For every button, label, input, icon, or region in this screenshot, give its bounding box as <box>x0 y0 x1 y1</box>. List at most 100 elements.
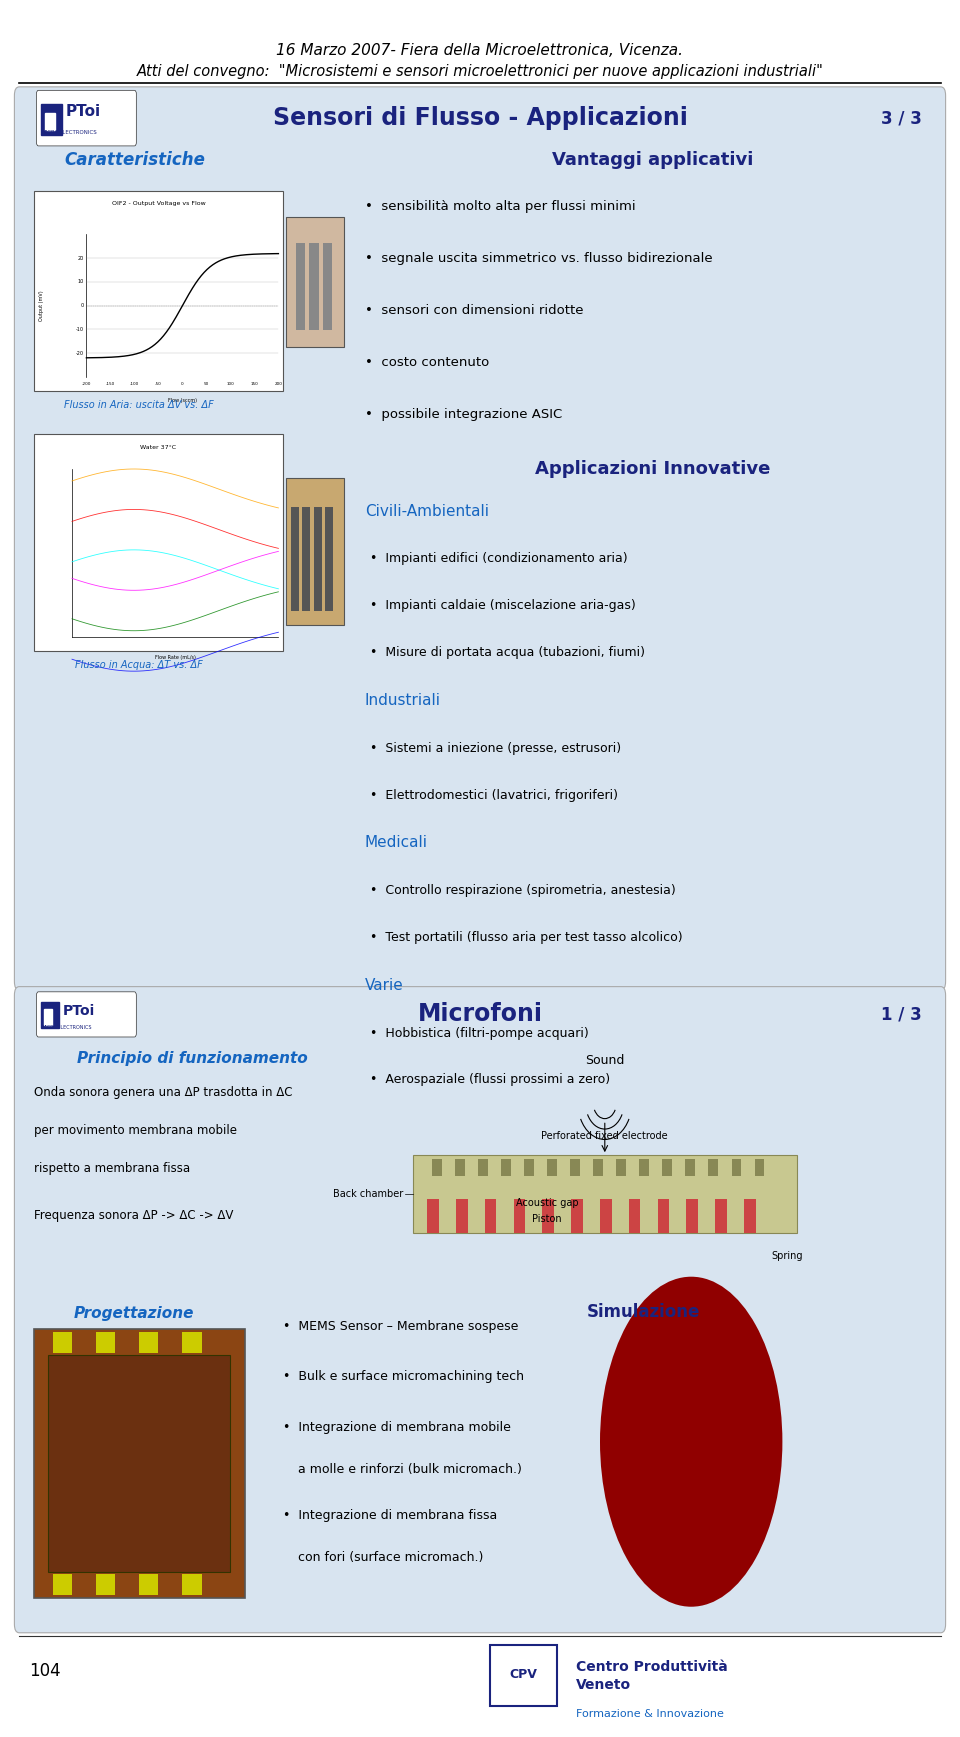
Text: rispetto a membrana fissa: rispetto a membrana fissa <box>34 1162 190 1174</box>
Text: 3 / 3: 3 / 3 <box>880 109 922 127</box>
FancyBboxPatch shape <box>14 987 946 1633</box>
Circle shape <box>605 1285 778 1598</box>
FancyBboxPatch shape <box>542 1199 554 1233</box>
Text: •  sensibilità molto alta per flussi minimi: • sensibilità molto alta per flussi mini… <box>365 200 636 212</box>
Text: •  sensori con dimensioni ridotte: • sensori con dimensioni ridotte <box>365 304 584 316</box>
Text: -10: -10 <box>76 327 84 332</box>
Text: Output (mV): Output (mV) <box>38 290 44 321</box>
Text: Water 37°C: Water 37°C <box>140 445 177 450</box>
FancyBboxPatch shape <box>686 1199 698 1233</box>
Circle shape <box>682 1424 701 1459</box>
FancyBboxPatch shape <box>662 1159 672 1176</box>
Circle shape <box>614 1303 768 1581</box>
Text: Progettazione: Progettazione <box>74 1306 195 1322</box>
FancyBboxPatch shape <box>182 1574 202 1595</box>
FancyBboxPatch shape <box>658 1199 669 1233</box>
FancyBboxPatch shape <box>139 1574 158 1595</box>
Circle shape <box>677 1416 706 1468</box>
Text: -150: -150 <box>106 382 115 386</box>
FancyBboxPatch shape <box>744 1199 756 1233</box>
FancyBboxPatch shape <box>593 1159 603 1176</box>
Text: Acoustic gap: Acoustic gap <box>516 1199 579 1207</box>
FancyBboxPatch shape <box>708 1159 718 1176</box>
FancyBboxPatch shape <box>490 1645 557 1706</box>
Text: Sound: Sound <box>585 1054 625 1067</box>
FancyBboxPatch shape <box>14 87 946 990</box>
FancyBboxPatch shape <box>427 1199 439 1233</box>
Text: •  Impianti edifici (condizionamento aria): • Impianti edifici (condizionamento aria… <box>370 552 627 565</box>
FancyBboxPatch shape <box>629 1199 640 1233</box>
Text: •  Integrazione di membrana mobile: • Integrazione di membrana mobile <box>283 1421 511 1433</box>
FancyBboxPatch shape <box>715 1199 727 1233</box>
Text: •  Test portatili (flusso aria per test tasso alcolico): • Test portatili (flusso aria per test t… <box>370 931 683 943</box>
FancyBboxPatch shape <box>309 243 319 330</box>
Text: -200: -200 <box>82 382 91 386</box>
Text: •  segnale uscita simmetrico vs. flusso bidirezionale: • segnale uscita simmetrico vs. flusso b… <box>365 252 712 264</box>
Text: •  Elettrodomestici (lavatrici, frigoriferi): • Elettrodomestici (lavatrici, frigorife… <box>370 789 617 801</box>
Text: Onda sonora genera una ΔP trasdotta in ΔC: Onda sonora genera una ΔP trasdotta in Δ… <box>34 1086 292 1098</box>
Text: Sensori di Flusso - Applicazioni: Sensori di Flusso - Applicazioni <box>273 106 687 130</box>
Text: Flusso in Acqua: ΔT vs. ΔF: Flusso in Acqua: ΔT vs. ΔF <box>75 660 204 670</box>
Text: Flow Rate (mL/s): Flow Rate (mL/s) <box>155 655 196 660</box>
Text: •  Integrazione di membrana fissa: • Integrazione di membrana fissa <box>283 1509 497 1522</box>
Text: •  Controllo respirazione (spirometria, anestesia): • Controllo respirazione (spirometria, a… <box>370 884 675 896</box>
FancyBboxPatch shape <box>524 1159 534 1176</box>
FancyBboxPatch shape <box>182 1332 202 1353</box>
Text: 104: 104 <box>29 1662 60 1680</box>
Text: •  possibile integrazione ASIC: • possibile integrazione ASIC <box>365 408 562 420</box>
FancyBboxPatch shape <box>286 217 344 347</box>
FancyBboxPatch shape <box>455 1159 465 1176</box>
Text: Simulazione: Simulazione <box>587 1303 700 1320</box>
FancyBboxPatch shape <box>547 1159 557 1176</box>
FancyBboxPatch shape <box>639 1159 649 1176</box>
FancyBboxPatch shape <box>41 104 62 135</box>
Text: 200: 200 <box>275 382 282 386</box>
Circle shape <box>658 1381 725 1503</box>
FancyBboxPatch shape <box>34 434 283 651</box>
FancyBboxPatch shape <box>571 1199 583 1233</box>
FancyBboxPatch shape <box>478 1159 488 1176</box>
Text: Flow (sccm): Flow (sccm) <box>168 398 197 403</box>
Circle shape <box>629 1329 754 1555</box>
FancyBboxPatch shape <box>413 1155 797 1233</box>
FancyBboxPatch shape <box>456 1199 468 1233</box>
Circle shape <box>600 1277 782 1607</box>
FancyBboxPatch shape <box>570 1159 580 1176</box>
Text: PToi: PToi <box>65 104 101 118</box>
FancyBboxPatch shape <box>45 113 55 130</box>
Circle shape <box>667 1398 715 1485</box>
FancyBboxPatch shape <box>485 1199 496 1233</box>
Text: 100: 100 <box>227 382 234 386</box>
FancyBboxPatch shape <box>296 243 305 330</box>
Text: •  Hobbistica (filtri-pompe acquari): • Hobbistica (filtri-pompe acquari) <box>370 1027 588 1039</box>
FancyBboxPatch shape <box>325 507 333 611</box>
Text: Spring: Spring <box>772 1251 803 1261</box>
Circle shape <box>619 1311 763 1572</box>
Circle shape <box>634 1337 749 1546</box>
Text: Perforated fixed electrode: Perforated fixed electrode <box>541 1131 668 1141</box>
Text: •  Sistemi a iniezione (presse, estrusori): • Sistemi a iniezione (presse, estrusori… <box>370 742 621 754</box>
Text: Civili-Ambientali: Civili-Ambientali <box>365 504 489 519</box>
Circle shape <box>662 1390 720 1494</box>
FancyBboxPatch shape <box>53 1574 72 1595</box>
Text: Frequenza sonora ΔP -> ΔC -> ΔV: Frequenza sonora ΔP -> ΔC -> ΔV <box>34 1209 233 1221</box>
Text: 150: 150 <box>251 382 258 386</box>
Text: •  Bulk e surface micromachining tech: • Bulk e surface micromachining tech <box>283 1370 524 1383</box>
FancyBboxPatch shape <box>514 1199 525 1233</box>
FancyBboxPatch shape <box>34 1329 245 1598</box>
Text: 10: 10 <box>77 280 84 285</box>
FancyBboxPatch shape <box>44 1009 52 1025</box>
FancyBboxPatch shape <box>286 478 344 625</box>
FancyBboxPatch shape <box>48 1355 230 1572</box>
Text: -20: -20 <box>76 351 84 356</box>
FancyBboxPatch shape <box>432 1159 442 1176</box>
FancyBboxPatch shape <box>36 992 136 1037</box>
FancyBboxPatch shape <box>291 507 299 611</box>
Circle shape <box>624 1320 758 1563</box>
Text: Piston: Piston <box>533 1214 562 1225</box>
Text: Industriali: Industriali <box>365 693 441 709</box>
Text: per movimento membrana mobile: per movimento membrana mobile <box>34 1124 236 1136</box>
FancyBboxPatch shape <box>732 1159 741 1176</box>
Circle shape <box>610 1294 773 1589</box>
Text: Medicali: Medicali <box>365 835 428 851</box>
